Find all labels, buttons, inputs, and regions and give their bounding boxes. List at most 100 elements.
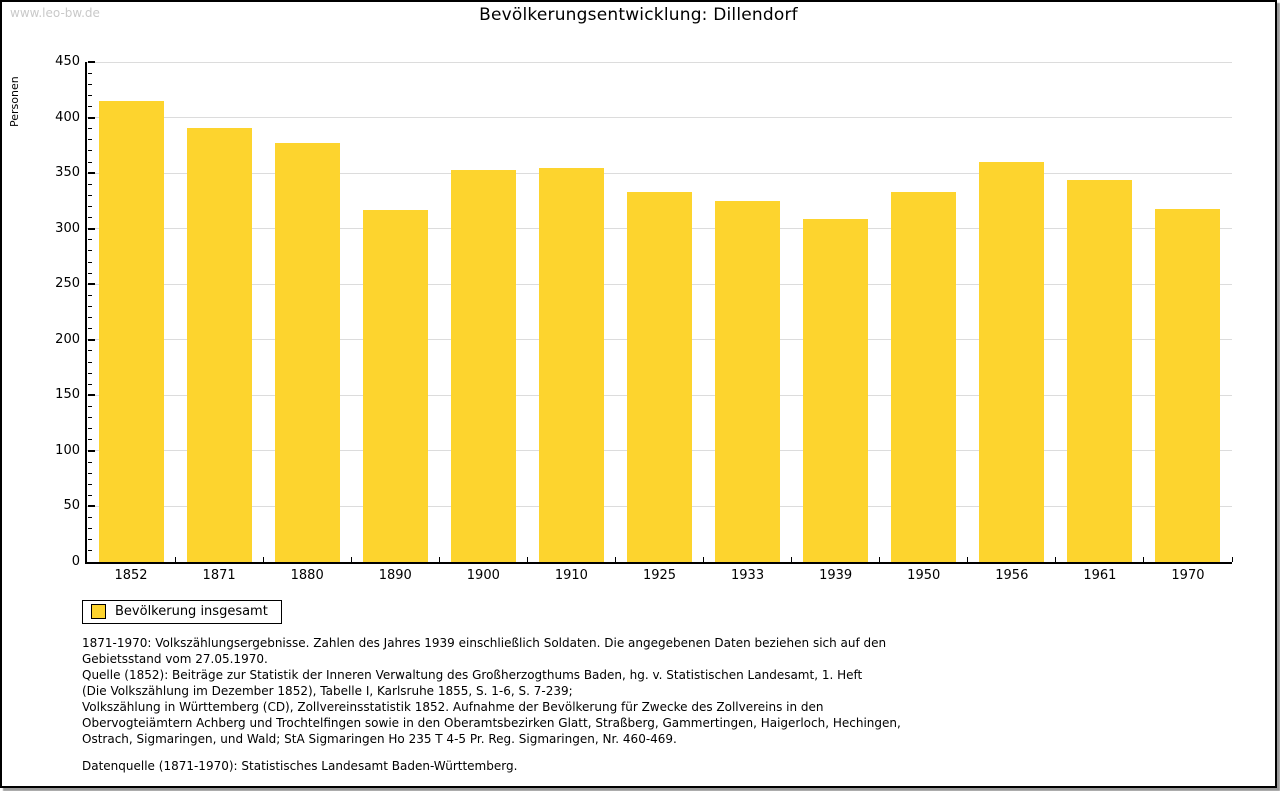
x-boundary-tick [174, 557, 176, 562]
x-tick-label: 1970 [1171, 568, 1205, 583]
x-boundary-tick [438, 557, 440, 562]
y-minor-tick [88, 361, 92, 363]
y-minor-tick [88, 539, 92, 541]
y-tick-label: 50 [63, 498, 80, 514]
y-tick-label: 450 [55, 54, 80, 69]
x-tick-label: 1950 [907, 568, 941, 583]
y-tick-label: 200 [55, 331, 80, 347]
y-tick-label: 100 [55, 442, 80, 458]
y-minor-tick [88, 205, 92, 207]
bar [1067, 179, 1133, 562]
datasource-line: Datenquelle (1871-1970): Statistisches L… [82, 759, 518, 773]
y-minor-tick [88, 150, 92, 152]
y-tick-label: 250 [55, 276, 80, 292]
chart-title: Bevölkerungsentwicklung: Dillendorf [479, 5, 798, 25]
legend-swatch-icon [91, 604, 106, 619]
y-minor-tick [88, 439, 92, 441]
y-minor-tick [88, 461, 92, 463]
x-tick-label: 1871 [202, 568, 236, 583]
footnotes: 1871-1970: Volkszählungsergebnisse. Zahl… [82, 635, 901, 774]
x-boundary-tick [703, 557, 705, 562]
x-boundary-tick [614, 557, 616, 562]
y-axis-line [85, 62, 87, 564]
bar [186, 127, 252, 562]
y-minor-tick [88, 305, 92, 307]
legend-box: Bevölkerung insgesamt [82, 600, 282, 624]
y-minor-tick [88, 494, 92, 496]
y-tick-label: 0 [71, 554, 80, 569]
footnote-line: Quelle (1852): Beiträge zur Statistik de… [82, 668, 863, 682]
x-boundary-tick [879, 557, 881, 562]
y-minor-tick [88, 272, 92, 274]
bar [362, 209, 428, 562]
footnote-line: 1871-1970: Volkszählungsergebnisse. Zahl… [82, 636, 887, 650]
bar [715, 200, 781, 562]
bar [98, 100, 164, 562]
x-tick-label: 1880 [290, 568, 324, 583]
bar [538, 167, 604, 562]
bar [803, 218, 869, 562]
y-minor-tick [88, 239, 92, 241]
y-minor-tick [88, 350, 92, 352]
footnote-line: (Die Volkszählung im Dezember 1852), Tab… [82, 684, 573, 698]
y-minor-tick [88, 517, 92, 519]
y-major-tick [88, 449, 95, 452]
x-tick-label: 1956 [995, 568, 1029, 583]
bar [274, 143, 340, 562]
footnote-lines: 1871-1970: Volkszählungsergebnisse. Zahl… [82, 635, 901, 747]
y-minor-tick [88, 161, 92, 163]
y-major-tick [88, 116, 95, 119]
y-minor-tick [88, 472, 92, 474]
y-minor-tick [88, 550, 92, 552]
y-minor-tick [88, 94, 92, 96]
x-tick-label: 1933 [731, 568, 765, 583]
x-boundary-tick [1143, 557, 1145, 562]
gridline [87, 172, 1232, 174]
x-boundary-tick [526, 557, 528, 562]
bar [891, 192, 957, 562]
x-tick-label: 1890 [378, 568, 412, 583]
x-tick-label: 1900 [466, 568, 500, 583]
y-minor-tick [88, 528, 92, 530]
y-minor-tick [88, 483, 92, 485]
x-tick-label: 1852 [114, 568, 148, 583]
y-minor-tick [88, 83, 92, 85]
y-major-tick [88, 61, 95, 63]
y-minor-tick [88, 250, 92, 252]
y-tick-label: 300 [55, 220, 80, 236]
y-minor-tick [88, 405, 92, 407]
y-minor-tick [88, 317, 92, 319]
x-boundary-tick [967, 557, 969, 562]
y-minor-tick [88, 383, 92, 385]
y-major-tick [88, 283, 95, 286]
footnote-line: Volkszählung in Württemberg (CD), Zollve… [82, 700, 824, 714]
y-minor-tick [88, 105, 92, 107]
y-minor-tick [88, 294, 92, 296]
x-tick-label: 1961 [1083, 568, 1117, 583]
y-minor-tick [88, 328, 92, 330]
bar [979, 162, 1045, 562]
y-major-tick [88, 394, 95, 397]
gridline [87, 117, 1232, 119]
y-tick-label: 150 [55, 387, 80, 403]
y-minor-tick [88, 372, 92, 374]
footnote-line: Obervogteiämtern Achberg und Trochtelfin… [82, 716, 901, 730]
bar [627, 192, 692, 562]
x-boundary-tick [262, 557, 264, 562]
gridline [87, 61, 1232, 63]
x-tick-label: 1939 [819, 568, 853, 583]
legend-label: Bevölkerung insgesamt [115, 604, 268, 619]
y-minor-tick [88, 217, 92, 219]
y-minor-tick [88, 72, 92, 74]
x-tick-label: 1925 [642, 568, 677, 583]
y-tick-label: 400 [55, 109, 80, 125]
x-axis-line [85, 562, 1232, 564]
y-major-tick [88, 338, 95, 341]
y-minor-tick [88, 261, 92, 263]
y-minor-tick [88, 417, 92, 419]
bar [450, 169, 516, 562]
x-boundary-tick [791, 557, 793, 562]
footnote-line: Gebietsstand vom 27.05.1970. [82, 652, 268, 666]
